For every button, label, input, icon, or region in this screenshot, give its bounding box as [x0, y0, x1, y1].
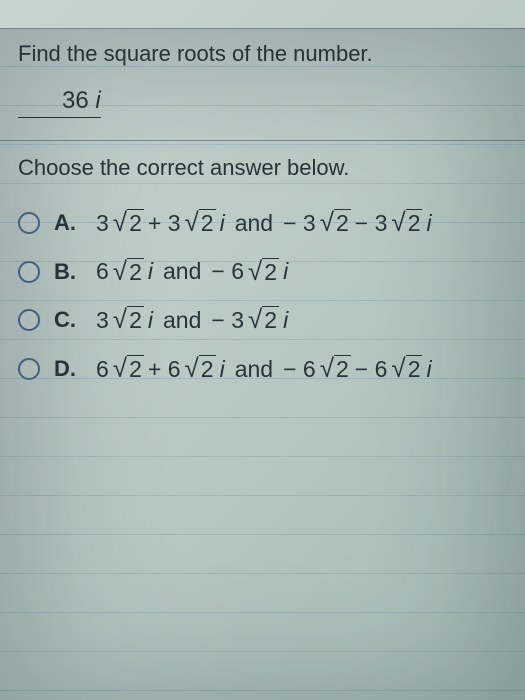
- page-container: Find the square roots of the number. 36 …: [0, 28, 525, 700]
- option-d-label: D.: [54, 356, 82, 382]
- coef: 3: [96, 210, 109, 237]
- sqrt: √2: [113, 306, 144, 335]
- sqrt: √2: [320, 209, 351, 238]
- sqrt: √2: [391, 355, 422, 384]
- minus: − 3: [283, 210, 316, 237]
- instruction-text: Choose the correct answer below.: [0, 141, 525, 209]
- and: and: [235, 210, 273, 237]
- option-b-math: 6 √2 i and − 6 √2 i: [96, 258, 288, 287]
- sqrt: √2: [113, 209, 144, 238]
- radio-c[interactable]: [18, 309, 40, 331]
- coef: 6: [96, 356, 109, 383]
- minus: − 6: [211, 258, 244, 285]
- sqrt: √2: [185, 209, 216, 238]
- option-c-label: C.: [54, 307, 82, 333]
- and: and: [163, 258, 201, 285]
- sqrt: √2: [391, 209, 422, 238]
- option-b-label: B.: [54, 259, 82, 285]
- option-b[interactable]: B. 6 √2 i and − 6 √2 i: [18, 258, 507, 287]
- sqrt: √2: [185, 355, 216, 384]
- i: i: [426, 210, 431, 237]
- i: i: [283, 258, 288, 285]
- minus: − 6: [283, 356, 316, 383]
- minus: − 3: [211, 307, 244, 334]
- option-c-math: 3 √2 i and − 3 √2 i: [96, 306, 288, 335]
- question-prompt: Find the square roots of the number.: [18, 41, 507, 67]
- expression-number: 36: [62, 87, 89, 114]
- i: i: [283, 307, 288, 334]
- minus: − 3: [355, 210, 388, 237]
- question-expression: 36 i: [18, 87, 101, 118]
- option-d[interactable]: D. 6 √2 + 6 √2 i and − 6 √2 − 6 √2 i: [18, 355, 507, 384]
- i: i: [220, 210, 225, 237]
- radio-a[interactable]: [18, 212, 40, 234]
- radio-b[interactable]: [18, 261, 40, 283]
- i: i: [148, 258, 153, 285]
- i: i: [426, 356, 431, 383]
- minus: − 6: [355, 356, 388, 383]
- option-d-math: 6 √2 + 6 √2 i and − 6 √2 − 6 √2 i: [96, 355, 432, 384]
- i: i: [148, 307, 153, 334]
- i: i: [220, 356, 225, 383]
- radio-d[interactable]: [18, 358, 40, 380]
- sqrt: √2: [113, 258, 144, 287]
- plus: + 3: [148, 210, 181, 237]
- sqrt: √2: [248, 258, 279, 287]
- question-section: Find the square roots of the number. 36 …: [0, 29, 525, 132]
- plus: + 6: [148, 356, 181, 383]
- options-list: A. 3 √2 + 3 √2 i and − 3 √2 − 3 √2 i B. …: [0, 209, 525, 383]
- coef: 3: [96, 307, 109, 334]
- coef: 6: [96, 258, 109, 285]
- option-a-math: 3 √2 + 3 √2 i and − 3 √2 − 3 √2 i: [96, 209, 432, 238]
- sqrt: √2: [248, 306, 279, 335]
- and: and: [163, 307, 201, 334]
- option-c[interactable]: C. 3 √2 i and − 3 √2 i: [18, 306, 507, 335]
- and: and: [235, 356, 273, 383]
- option-a[interactable]: A. 3 √2 + 3 √2 i and − 3 √2 − 3 √2 i: [18, 209, 507, 238]
- sqrt: √2: [113, 355, 144, 384]
- sqrt: √2: [320, 355, 351, 384]
- option-a-label: A.: [54, 210, 82, 236]
- expression-i: i: [95, 87, 100, 114]
